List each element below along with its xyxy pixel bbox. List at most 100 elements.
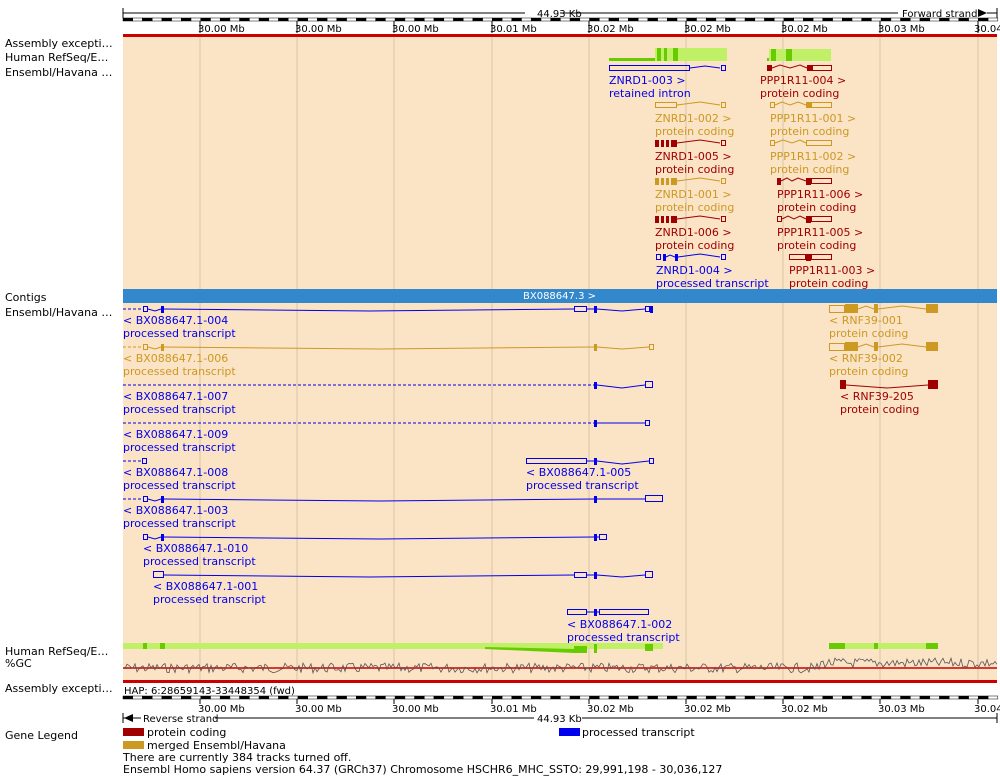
transcript-id[interactable]: < RNF39-002 (829, 352, 903, 365)
ruler-segment (239, 695, 250, 700)
ruler-segment (618, 17, 629, 22)
ruler-segment (278, 695, 289, 700)
transcript-bx088647-1-001[interactable]: < BX088647.1-001 processed transcript (153, 571, 653, 607)
ruler-segment (744, 695, 756, 700)
ruler-segment (754, 17, 765, 22)
ruler-segment (181, 695, 192, 700)
transcript-id[interactable]: PPP1R11-004 > (760, 74, 846, 87)
transcript-bx088647-1-008[interactable]: < BX088647.1-008 processed transcript (123, 458, 236, 493)
transcript-id[interactable]: ZNRD1-004 > (656, 264, 733, 277)
transcript-id[interactable]: ZNRD1-001 > (655, 188, 732, 201)
ruler-segment (550, 695, 561, 700)
transcript-bx088647-1-009[interactable]: < BX088647.1-009 processed transcript (123, 420, 650, 454)
track-label-refseq-bottom[interactable]: Human RefSeq/E… (5, 645, 108, 658)
ruler-segment (336, 17, 347, 22)
reverse-strand-label: Reverse strand (143, 714, 218, 725)
transcript-rnf39-001[interactable]: < RNF39-001 protein coding (829, 304, 938, 340)
transcript-ppp1r11-005[interactable]: PPP1R11-005 > protein coding (777, 215, 863, 252)
transcript-ppp1r11-001[interactable]: PPP1R11-001 > protein coding (770, 101, 856, 138)
transcript-id[interactable]: < BX088647.1-010 (143, 542, 248, 555)
forward-panel-bg (123, 37, 997, 289)
transcript-znrd1-004[interactable]: ZNRD1-004 > processed transcript (656, 253, 769, 290)
transcript-bx088647-1-004[interactable]: < BX088647.1-004 processed transcript (123, 306, 653, 340)
transcript-ppp1r11-002[interactable]: PPP1R11-002 > protein coding (770, 139, 856, 176)
transcript-biotype: protein coding (789, 277, 868, 290)
transcript-znrd1-002[interactable]: ZNRD1-002 > protein coding (655, 101, 734, 138)
transcript-id[interactable]: ZNRD1-006 > (655, 226, 732, 239)
ruler-segment (268, 695, 279, 700)
transcript-biotype: processed transcript (123, 403, 236, 416)
refseq-bottom-features[interactable] (123, 643, 938, 653)
span-label-top: 44.93 Kb (537, 9, 582, 20)
track-label-assembly-top[interactable]: Assembly excepti… (5, 37, 113, 50)
transcript-biotype: retained intron (609, 87, 691, 100)
transcript-bx088647-1-002[interactable]: < BX088647.1-002 processed transcript (567, 609, 680, 644)
transcript-bx088647-1-010[interactable]: < BX088647.1-010 processed transcript (143, 534, 607, 568)
transcript-ppp1r11-006[interactable]: PPP1R11-006 > protein coding (777, 177, 863, 214)
ruler-segment (628, 17, 639, 22)
ruler-segment (122, 17, 133, 22)
track-label-contigs[interactable]: Contigs (5, 291, 47, 304)
ruler-segment (462, 17, 474, 22)
track-label-gc[interactable]: %GC (5, 657, 32, 670)
transcript-id[interactable]: PPP1R11-006 > (777, 188, 863, 201)
ruler-segment (647, 695, 658, 700)
ruler-segment (958, 695, 969, 700)
assembly-exception-line-top (123, 34, 997, 37)
transcript-id[interactable]: < BX088647.1-002 (567, 618, 672, 631)
transcript-id[interactable]: PPP1R11-001 > (770, 112, 856, 125)
ruler-segment (268, 17, 279, 22)
transcript-id[interactable]: PPP1R11-002 > (770, 150, 856, 163)
transcript-rnf39-002[interactable]: < RNF39-002 protein coding (829, 342, 938, 378)
ruler-segment (842, 17, 853, 22)
transcript-ppp1r11-004[interactable]: PPP1R11-004 > protein coding (760, 64, 846, 100)
ruler-segment (346, 17, 357, 22)
transcript-id[interactable]: PPP1R11-003 > (789, 264, 875, 277)
refseq-top-features[interactable] (609, 48, 831, 61)
transcript-id[interactable]: < BX088647.1-006 (123, 352, 228, 365)
ruler-segment (404, 695, 415, 700)
transcript-id[interactable]: < BX088647.1-003 (123, 504, 228, 517)
hap-label[interactable]: HAP: 6:28659143-33448354 (fwd) (124, 686, 295, 697)
ruler-segment (540, 17, 551, 22)
transcript-bx088647-1-007[interactable]: < BX088647.1-007 processed transcript (123, 381, 653, 417)
legend-label-protein-coding: protein coding (147, 726, 226, 739)
track-label-refseq-top[interactable]: Human RefSeq/E… (5, 51, 108, 64)
transcript-bx088647-1-003[interactable]: < BX088647.1-003 processed transcript (123, 495, 663, 531)
transcript-id[interactable]: < RNF39-001 (829, 314, 903, 327)
track-label-ensembl-top[interactable]: Ensembl/Havana … (5, 66, 112, 79)
ruler-segment (608, 17, 619, 22)
track-label-ensembl-bottom[interactable]: Ensembl/Havana … (5, 306, 112, 319)
transcript-id[interactable]: ZNRD1-002 > (655, 112, 732, 125)
ruler-segment (968, 695, 979, 700)
ruler-ticks-top: 30.00 Mb 30.00 Mb 30.00 Mb 30.01 Mb 30.02 Mb… (198, 21, 1000, 35)
transcript-biotype: protein coding (655, 239, 734, 252)
transcript-bx088647-1-006[interactable]: < BX088647.1-006 processed transcript (123, 344, 654, 378)
transcript-znrd1-003[interactable]: ZNRD1-003 > retained intron (609, 65, 726, 101)
ruler-segment (346, 695, 357, 700)
transcript-id[interactable]: ZNRD1-005 > (655, 150, 732, 163)
transcript-znrd1-005[interactable]: ZNRD1-005 > protein coding (655, 139, 734, 176)
track-label-assembly-bottom[interactable]: Assembly excepti… (5, 682, 113, 695)
contig-bar[interactable]: BX088647.3 > (123, 289, 997, 303)
transcript-id[interactable]: ZNRD1-003 > (609, 74, 686, 87)
ruler-segment (472, 17, 483, 22)
transcript-id[interactable]: < BX088647.1-009 (123, 428, 228, 441)
transcript-rnf39-205[interactable]: < RNF39-205 protein coding (840, 380, 938, 416)
transcript-id[interactable]: < BX088647.1-007 (123, 390, 228, 403)
transcript-id[interactable]: PPP1R11-005 > (777, 226, 863, 239)
ruler-segment (822, 17, 833, 22)
legend-swatch-merged (123, 741, 144, 749)
ruler-segment (210, 695, 221, 700)
transcript-id[interactable]: < BX088647.1-001 (153, 580, 258, 593)
transcript-znrd1-001[interactable]: ZNRD1-001 > protein coding (655, 177, 734, 214)
transcript-id[interactable]: < BX088647.1-005 (526, 466, 631, 479)
transcript-id[interactable]: < RNF39-205 (840, 390, 914, 403)
ruler-segment (793, 17, 804, 22)
transcript-id[interactable]: < BX088647.1-004 (123, 314, 228, 327)
ruler-tick-label: 30.02 Mb (781, 704, 828, 715)
transcript-bx088647-1-005[interactable]: < BX088647.1-005 processed transcript (526, 458, 654, 492)
transcript-id[interactable]: < BX088647.1-008 (123, 466, 228, 479)
transcript-ppp1r11-003[interactable]: PPP1R11-003 > protein coding (789, 254, 875, 290)
transcript-znrd1-006[interactable]: ZNRD1-006 > protein coding (655, 215, 734, 252)
